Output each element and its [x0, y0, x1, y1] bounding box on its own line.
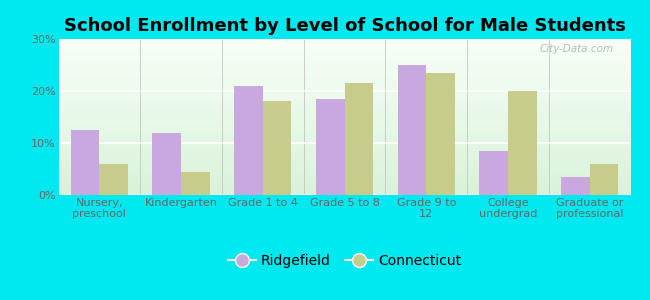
Text: City-Data.com: City-Data.com: [540, 44, 614, 54]
Bar: [99, 164, 128, 195]
Bar: [316, 99, 344, 195]
Bar: [234, 86, 263, 195]
Bar: [479, 151, 508, 195]
Bar: [153, 133, 181, 195]
Bar: [561, 177, 590, 195]
Bar: [263, 101, 291, 195]
Bar: [181, 172, 210, 195]
Legend: Ridgefield, Connecticut: Ridgefield, Connecticut: [222, 249, 467, 274]
Bar: [71, 130, 99, 195]
Bar: [426, 73, 455, 195]
Bar: [344, 83, 373, 195]
Title: School Enrollment by Level of School for Male Students: School Enrollment by Level of School for…: [64, 17, 625, 35]
Bar: [590, 164, 618, 195]
Bar: [508, 91, 536, 195]
Bar: [398, 65, 426, 195]
